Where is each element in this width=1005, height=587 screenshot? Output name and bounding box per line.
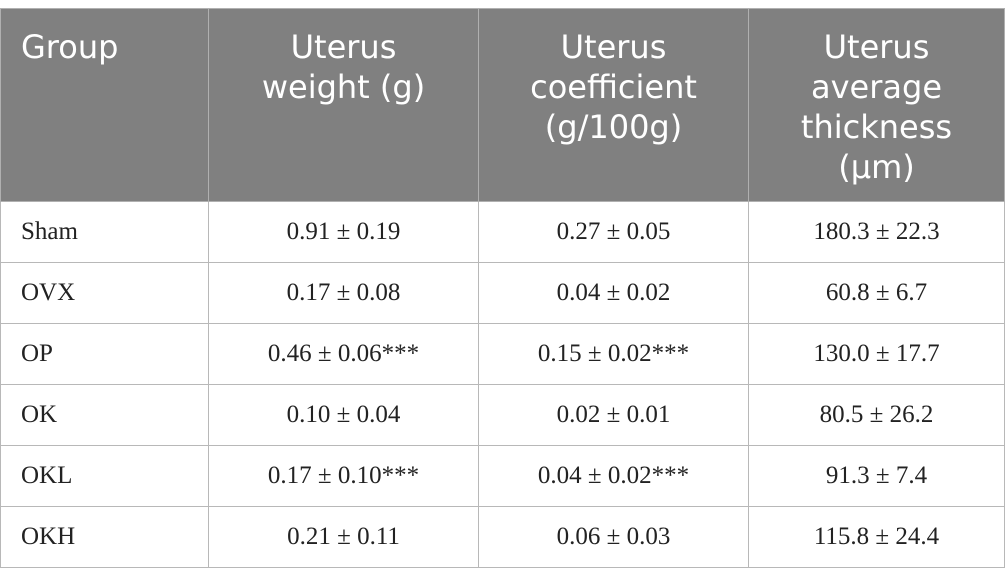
header-uterus-thickness: Uterus average thickness (μm) (748, 8, 1005, 202)
data-table: Group Uterus weight (g) Uterus coefficie… (0, 8, 1005, 568)
cell-group: OVX (0, 262, 209, 324)
cell-thickness: 130.0 ± 17.7 (748, 323, 1005, 385)
header-text: (g/100g) (544, 108, 683, 146)
cell-thickness: 91.3 ± 7.4 (748, 445, 1005, 507)
header-text: coefficient (530, 68, 697, 106)
header-row: Group Uterus weight (g) Uterus coefficie… (0, 8, 1005, 202)
header-text: Uterus (290, 28, 397, 66)
cell-coefficient: 0.04 ± 0.02*** (478, 445, 749, 507)
cell-thickness: 60.8 ± 6.7 (748, 262, 1005, 324)
cell-group: Sham (0, 201, 209, 263)
cell-group: OKL (0, 445, 209, 507)
header-text: average (811, 68, 942, 106)
cell-weight: 0.91 ± 0.19 (208, 201, 479, 263)
table-row: OP 0.46 ± 0.06*** 0.15 ± 0.02*** 130.0 ±… (0, 323, 1005, 385)
table-row: OKL 0.17 ± 0.10*** 0.04 ± 0.02*** 91.3 ±… (0, 445, 1005, 507)
cell-thickness: 180.3 ± 22.3 (748, 201, 1005, 263)
cell-weight: 0.21 ± 0.11 (208, 506, 479, 568)
cell-coefficient: 0.04 ± 0.02 (478, 262, 749, 324)
header-text: Uterus (823, 28, 930, 66)
cell-coefficient: 0.06 ± 0.03 (478, 506, 749, 568)
cell-weight: 0.10 ± 0.04 (208, 384, 479, 446)
cell-weight: 0.17 ± 0.10*** (208, 445, 479, 507)
cell-coefficient: 0.15 ± 0.02*** (478, 323, 749, 385)
cell-thickness: 80.5 ± 26.2 (748, 384, 1005, 446)
header-group: Group (0, 8, 209, 202)
header-text: Group (21, 28, 119, 66)
header-text: weight (g) (261, 68, 426, 106)
cell-group: OK (0, 384, 209, 446)
table-row: OK 0.10 ± 0.04 0.02 ± 0.01 80.5 ± 26.2 (0, 384, 1005, 446)
cell-thickness: 115.8 ± 24.4 (748, 506, 1005, 568)
cell-group: OKH (0, 506, 209, 568)
header-uterus-weight: Uterus weight (g) (208, 8, 479, 202)
header-text: Uterus (560, 28, 667, 66)
header-uterus-coefficient: Uterus coefficient (g/100g) (478, 8, 749, 202)
cell-weight: 0.46 ± 0.06*** (208, 323, 479, 385)
cell-group: OP (0, 323, 209, 385)
table-row: OVX 0.17 ± 0.08 0.04 ± 0.02 60.8 ± 6.7 (0, 262, 1005, 324)
table-row: OKH 0.21 ± 0.11 0.06 ± 0.03 115.8 ± 24.4 (0, 506, 1005, 568)
cell-coefficient: 0.27 ± 0.05 (478, 201, 749, 263)
cell-coefficient: 0.02 ± 0.01 (478, 384, 749, 446)
cell-weight: 0.17 ± 0.08 (208, 262, 479, 324)
header-text: (μm) (838, 148, 915, 186)
header-text: thickness (800, 108, 953, 146)
table-row: Sham 0.91 ± 0.19 0.27 ± 0.05 180.3 ± 22.… (0, 201, 1005, 263)
